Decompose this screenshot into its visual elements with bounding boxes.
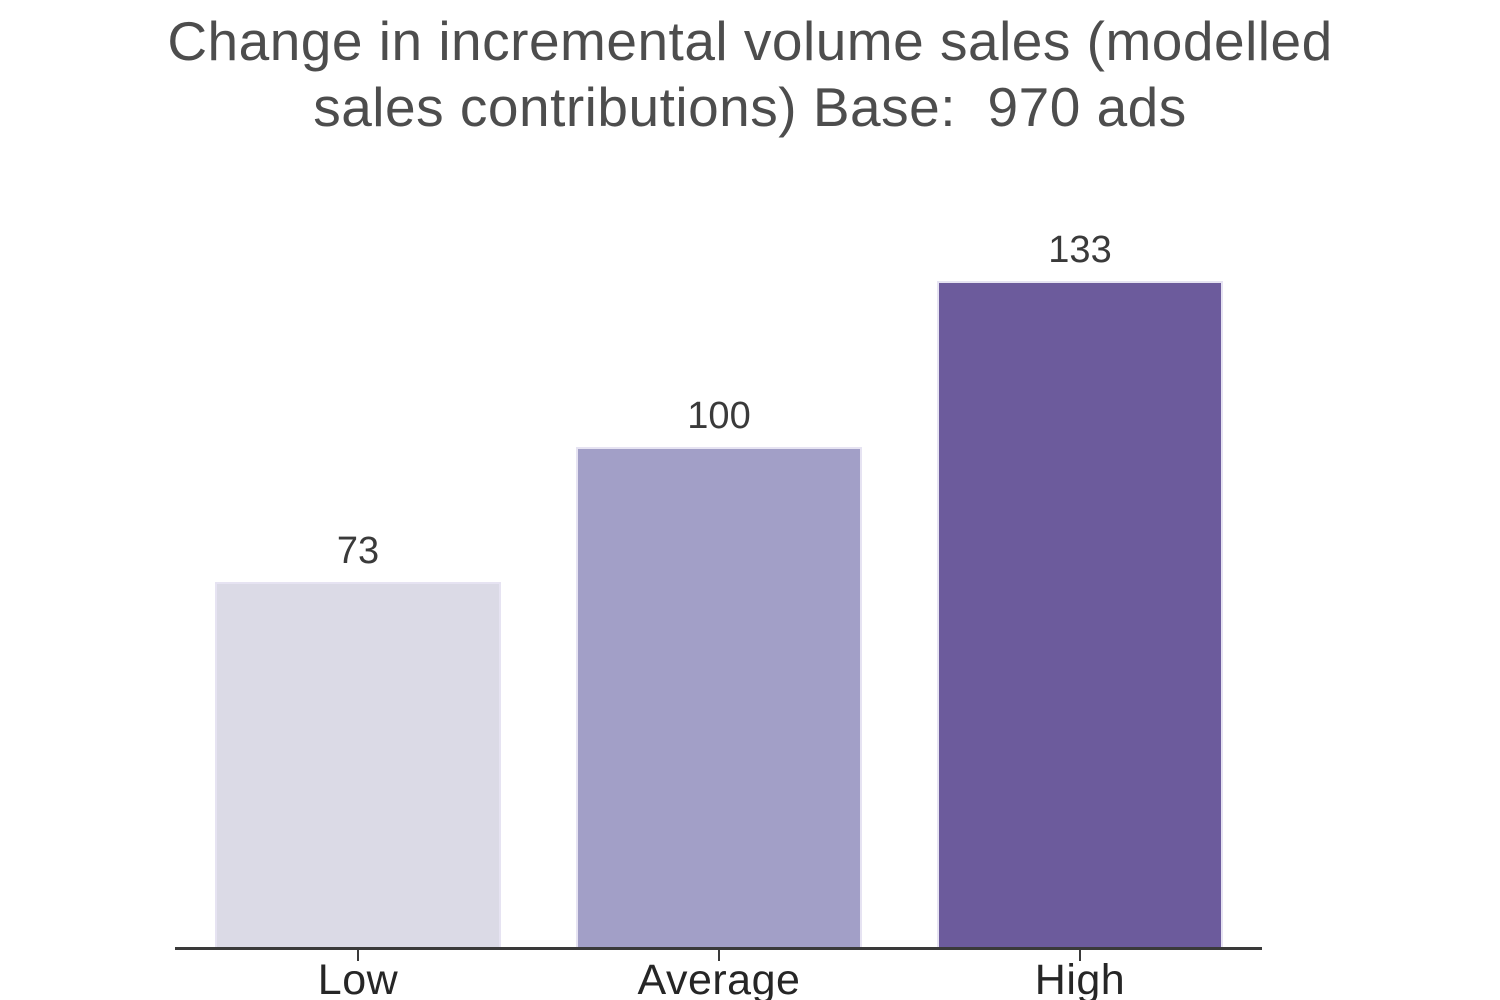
x-tick-low	[357, 950, 359, 961]
bar-high	[937, 281, 1223, 949]
x-tick-average	[718, 950, 720, 961]
chart-title-line-1: Change in incremental volume sales (mode…	[167, 10, 1333, 72]
x-axis-label-high: High	[1034, 956, 1126, 1000]
x-tick-high	[1079, 950, 1081, 961]
x-axis-label-low: Low	[317, 956, 399, 1000]
value-label-average: 100	[687, 395, 751, 437]
value-label-low: 73	[336, 530, 380, 572]
x-axis-line	[175, 947, 1262, 950]
value-label-high: 133	[1048, 229, 1112, 271]
bar-average	[576, 447, 862, 949]
chart-title-line-2: sales contributions) Base: 970 ads	[313, 76, 1187, 138]
bar-low	[215, 582, 501, 949]
x-axis-label-average: Average	[637, 956, 801, 1000]
chart-title: Change in incremental volume sales (mode…	[0, 8, 1500, 140]
